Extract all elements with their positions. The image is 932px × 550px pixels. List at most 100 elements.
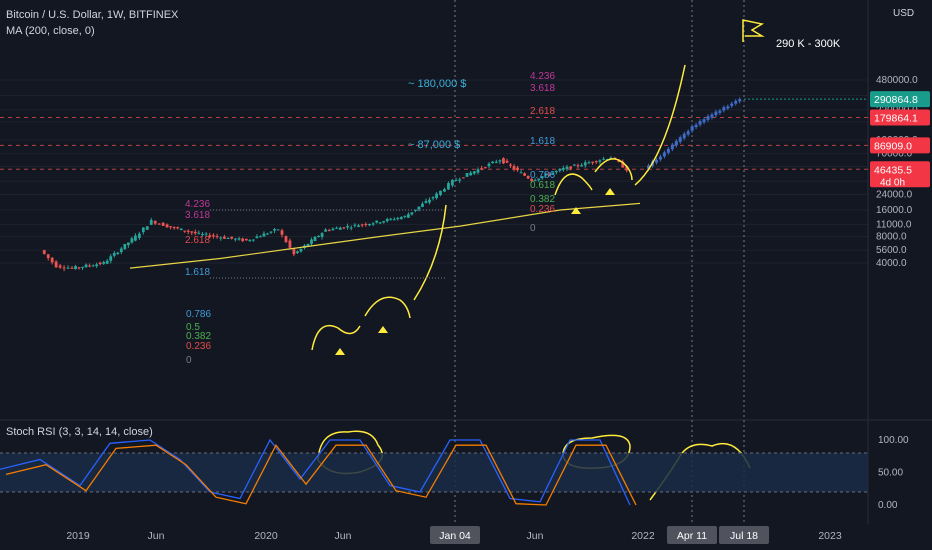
time-tick-label: Apr 11	[677, 530, 707, 542]
projection-body	[678, 137, 682, 142]
candle-body	[465, 173, 469, 177]
candle-body	[375, 220, 379, 223]
candle-body	[368, 223, 371, 226]
price-tick-label: 16000.0	[876, 205, 913, 216]
candle-body	[233, 238, 237, 240]
time-tick-label: Jun	[148, 530, 165, 542]
hand-drawn-annotation	[364, 296, 411, 319]
candle-body	[598, 160, 602, 162]
projection-body	[670, 144, 674, 150]
time-tick-label: 2020	[254, 530, 278, 542]
candle-body	[483, 167, 487, 169]
candle-body	[516, 167, 519, 171]
price-marker-label: 86909.0	[874, 140, 912, 152]
candle-body	[396, 218, 400, 220]
candle-body	[353, 224, 357, 226]
candle-body	[547, 174, 551, 176]
candle-body	[119, 248, 123, 253]
price-marker	[870, 137, 930, 154]
candle-body	[569, 166, 573, 169]
candle-body	[126, 242, 130, 246]
stoch-k-line	[0, 438, 631, 506]
buy-triangle-icon	[378, 326, 388, 333]
projection-body	[718, 110, 722, 113]
candle-body	[130, 238, 134, 243]
candle-body	[288, 240, 292, 248]
candle-body	[519, 172, 523, 174]
fib-level-label: 1.618	[530, 136, 555, 147]
candle-body	[335, 227, 338, 229]
candle-body	[74, 266, 77, 270]
candle-body	[273, 229, 276, 231]
price-marker-countdown: 4d 0h	[880, 177, 905, 188]
candle-body	[310, 239, 313, 244]
chart-title: Bitcoin / U.S. Dollar, 1W, BITFINEX	[6, 9, 179, 21]
projection-body	[714, 111, 718, 116]
candle-body	[480, 168, 484, 170]
candle-body	[451, 179, 454, 186]
fib-level-label: 0	[186, 355, 192, 366]
candle-body	[201, 234, 204, 236]
time-tick-label: Jan 04	[439, 530, 471, 542]
hand-drawn-annotation	[594, 158, 633, 181]
candle-body	[424, 200, 428, 203]
candle-body	[554, 170, 558, 173]
hand-drawn-annotation	[634, 64, 686, 186]
candle-body	[134, 235, 137, 241]
candle-body	[609, 157, 613, 159]
time-tick-label: Jun	[335, 530, 352, 542]
candle-body	[269, 231, 273, 233]
candle-body	[197, 232, 201, 234]
candle-body	[431, 197, 435, 199]
ma-legend: MA (200, close, 0)	[6, 25, 95, 37]
candle-body	[435, 193, 438, 198]
projection-body	[662, 152, 666, 157]
candle-body	[458, 179, 462, 181]
candle-body	[587, 162, 591, 164]
candle-body	[153, 221, 157, 224]
candle-body	[342, 227, 346, 229]
stoch-tick-label: 100.00	[878, 435, 909, 446]
candle-body	[215, 236, 219, 238]
candle-body	[95, 264, 99, 267]
candle-body	[572, 164, 576, 166]
candle-body	[494, 161, 498, 163]
candle-body	[237, 238, 241, 240]
time-marker	[667, 526, 717, 544]
candle-body	[509, 164, 512, 166]
candle-body	[512, 166, 516, 170]
time-tick-label: 2023	[818, 530, 842, 542]
candle-body	[385, 218, 389, 222]
candle-body	[576, 165, 580, 167]
candle-body	[91, 265, 95, 267]
candle-body	[77, 267, 81, 269]
candle-body	[98, 262, 102, 265]
projection-candles	[647, 97, 742, 171]
candle-body	[204, 233, 208, 235]
price-marker-label: 179864.1	[874, 113, 918, 125]
candle-body	[306, 243, 310, 246]
candle-body	[476, 169, 480, 173]
candle-body	[54, 261, 58, 268]
candle-body	[625, 166, 629, 171]
candle-body	[428, 199, 431, 203]
candle-body	[537, 178, 541, 181]
time-tick-label: Jul 18	[730, 530, 758, 542]
candle-body	[105, 260, 109, 264]
candle-body	[540, 176, 544, 179]
candle-body	[299, 248, 303, 252]
stoch-tick-label: 0.00	[878, 500, 898, 511]
fib-level-label: 0.618	[530, 180, 555, 191]
candle-body	[230, 236, 234, 239]
candle-body	[208, 235, 212, 237]
candle-body	[241, 238, 245, 242]
candle-body	[169, 226, 173, 228]
fib-level-label: 2.618	[530, 106, 555, 117]
candle-body	[46, 254, 50, 259]
fib-level-label: 0	[530, 223, 536, 234]
ma-200-line	[129, 202, 641, 269]
candle-body	[331, 228, 335, 231]
candle-body	[84, 264, 88, 268]
candle-body	[392, 219, 396, 221]
